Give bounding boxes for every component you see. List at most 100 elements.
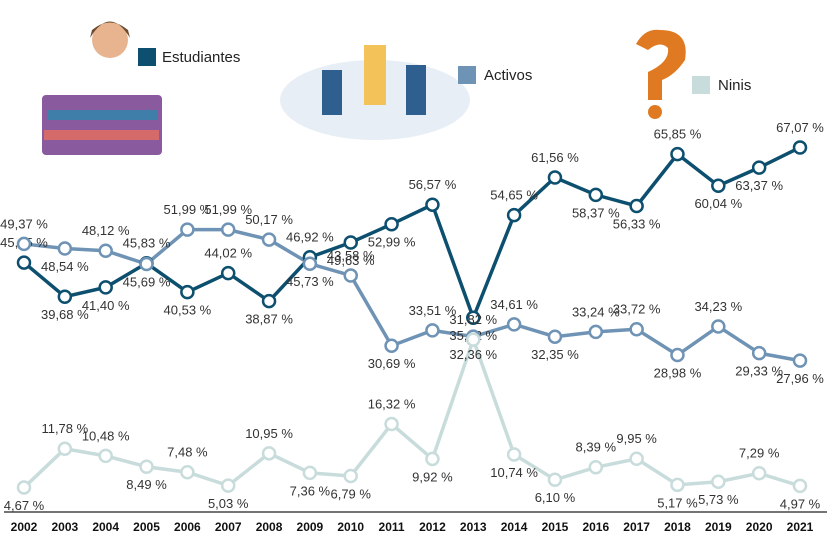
- data-label: 30,69 %: [368, 356, 416, 371]
- x-tick-label: 2013: [460, 520, 487, 534]
- series-line: [23, 227, 801, 363]
- data-label: 8,39 %: [576, 440, 617, 455]
- data-label: 60,04 %: [694, 196, 742, 211]
- x-tick-label: 2011: [379, 520, 405, 534]
- data-label: 56,33 %: [613, 216, 661, 231]
- data-point: [466, 310, 481, 326]
- data-point: [792, 478, 808, 494]
- data-point: [711, 474, 726, 490]
- data-label: 51,99 %: [204, 202, 252, 217]
- data-label: 63,37 %: [735, 178, 783, 193]
- data-point: [57, 289, 73, 304]
- data-point: [98, 448, 113, 464]
- data-label: 34,23 %: [694, 299, 742, 314]
- legend-label: Activos: [484, 67, 532, 84]
- data-point: [425, 451, 440, 467]
- data-label: 45,73 %: [286, 274, 334, 289]
- data-point: [139, 256, 154, 272]
- x-tick-label: 2016: [582, 520, 609, 534]
- data-label: 49,63 %: [327, 253, 375, 268]
- data-point: [220, 265, 236, 281]
- data-point: [384, 216, 399, 232]
- x-tick-label: 2015: [542, 520, 569, 534]
- x-tick-label: 2004: [92, 520, 119, 534]
- data-point: [588, 324, 604, 340]
- data-point: [261, 293, 277, 309]
- data-label: 38,87 %: [245, 312, 293, 327]
- data-point: [16, 236, 32, 252]
- data-label: 41,40 %: [82, 298, 130, 313]
- data-label: 48,54 %: [41, 259, 89, 274]
- data-point: [629, 451, 644, 467]
- data-label: 16,32 %: [368, 396, 416, 411]
- data-point: [180, 464, 195, 480]
- data-label: 34,61 %: [490, 297, 538, 312]
- data-label: 7,36 %: [290, 483, 331, 498]
- data-label: 44,02 %: [204, 246, 252, 261]
- x-tick-label: 2002: [11, 520, 38, 534]
- x-tick-label: 2009: [297, 520, 324, 534]
- legend-swatch: [692, 76, 710, 94]
- data-point: [16, 255, 32, 270]
- data-label: 7,29 %: [739, 446, 780, 461]
- data-point: [547, 170, 563, 185]
- data-label: 45,69 %: [123, 274, 171, 289]
- data-label: 7,48 %: [167, 445, 208, 460]
- data-point: [261, 232, 277, 247]
- data-point: [670, 477, 685, 493]
- x-tick-label: 2012: [419, 520, 446, 534]
- data-label: 9,92 %: [412, 469, 453, 484]
- data-label: 51,99 %: [164, 202, 212, 217]
- data-point: [57, 441, 73, 457]
- x-tick-label: 2019: [705, 520, 732, 534]
- data-point: [711, 178, 726, 194]
- data-label: 32,35 %: [531, 347, 579, 362]
- data-label: 50,17 %: [245, 212, 293, 227]
- data-label: 40,53 %: [164, 303, 212, 318]
- data-point: [792, 353, 808, 368]
- data-point: [343, 235, 358, 250]
- data-point: [139, 459, 154, 474]
- data-point: [751, 160, 767, 175]
- data-label: 49,37 %: [0, 216, 48, 231]
- data-label: 10,74 %: [490, 465, 538, 480]
- data-point: [751, 466, 767, 481]
- data-label: 58,37 %: [572, 205, 620, 220]
- data-point: [547, 472, 563, 488]
- data-label: 8,49 %: [126, 477, 167, 492]
- data-label: 56,57 %: [409, 177, 457, 192]
- data-label: 67,07 %: [776, 120, 824, 135]
- data-point: [16, 480, 32, 495]
- data-label: 11,78 %: [41, 421, 88, 436]
- data-point: [261, 446, 277, 461]
- data-label: 5,17 %: [657, 495, 698, 510]
- data-label: 6,10 %: [535, 490, 576, 505]
- x-tick-label: 2020: [746, 520, 773, 534]
- data-label: 10,95 %: [245, 426, 293, 441]
- data-point: [711, 319, 726, 334]
- data-label: 4,97 %: [780, 496, 821, 511]
- data-point: [384, 416, 399, 432]
- data-point: [751, 345, 767, 361]
- x-tick-label: 2005: [133, 520, 160, 534]
- data-label: 5,03 %: [208, 496, 249, 511]
- data-label: 65,85 %: [654, 127, 702, 142]
- x-tick-label: 2018: [664, 520, 691, 534]
- data-label: 61,56 %: [531, 150, 579, 165]
- data-point: [98, 280, 113, 295]
- data-point: [425, 197, 440, 212]
- data-point: [384, 338, 399, 353]
- data-point: [57, 241, 73, 256]
- legend-swatch: [458, 66, 476, 84]
- data-point: [343, 468, 358, 484]
- data-point: [547, 329, 563, 344]
- legend-swatch: [138, 48, 156, 66]
- data-label: 33,24 %: [572, 304, 620, 319]
- x-tick-label: 2010: [337, 520, 364, 534]
- legend-label: Estudiantes: [162, 49, 240, 66]
- data-label: 4,67 %: [4, 498, 45, 513]
- data-point: [302, 465, 318, 481]
- data-point: [506, 207, 522, 223]
- x-tick-label: 2021: [787, 520, 814, 534]
- x-tick-label: 2017: [623, 520, 650, 534]
